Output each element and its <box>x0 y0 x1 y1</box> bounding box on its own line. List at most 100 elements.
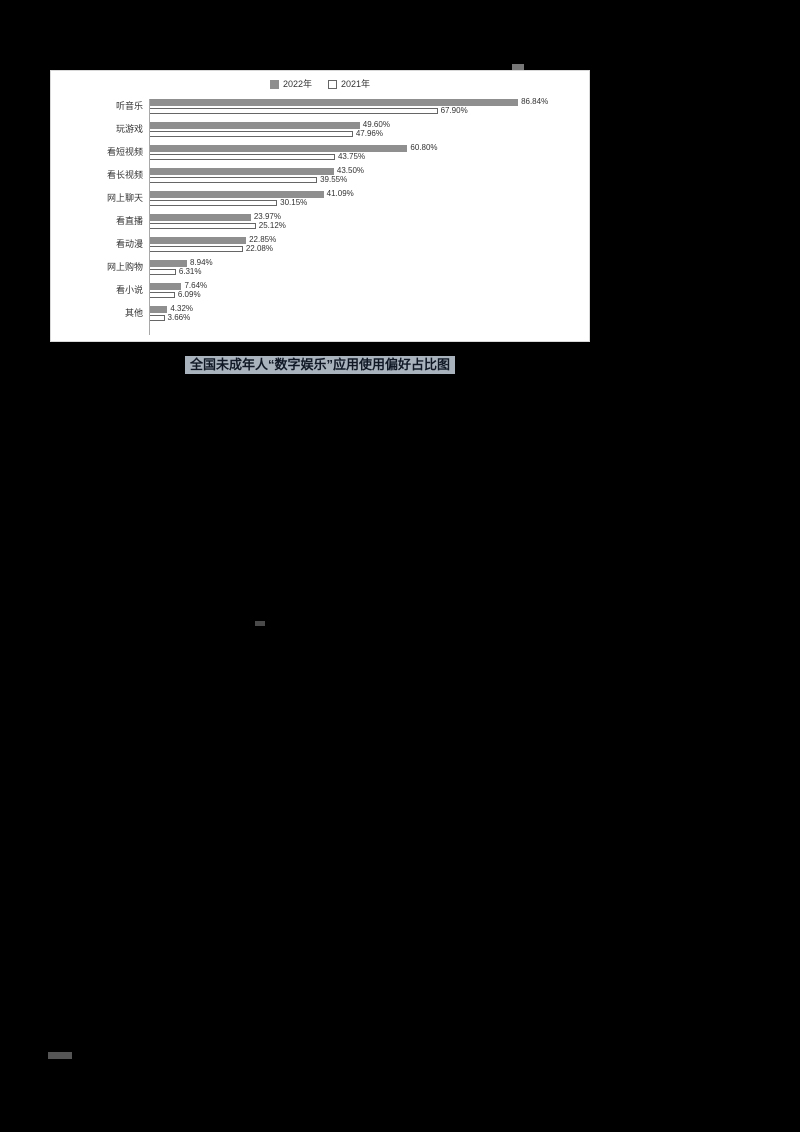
value-label: 86.84% <box>521 97 549 106</box>
category-bars: 22.85% 22.08% <box>149 235 579 254</box>
bar-2022年 <box>149 144 408 152</box>
value-label: 23.97% <box>253 212 281 221</box>
page-mark-center <box>255 621 265 626</box>
bar-line: 4.32% <box>149 305 579 313</box>
bar-line: 47.96% <box>149 130 579 138</box>
category-bars: 49.60% 47.96% <box>149 120 579 139</box>
legend-item-2021年: 2021年 <box>328 80 370 89</box>
legend-swatch-2022年 <box>269 80 279 89</box>
bar-2021年 <box>149 108 438 114</box>
bar-line: 41.09% <box>149 190 579 198</box>
category-label: 其他 <box>124 307 143 318</box>
bar-line: 8.94% <box>149 259 579 267</box>
category-label: 看动漫 <box>115 238 143 249</box>
chart-rows: 听音乐 86.84% 67.90% 玩游戏 49.60% 47.96% 看短视频 60.80%… <box>61 97 579 323</box>
category-label: 网上聊天 <box>106 192 143 203</box>
value-label: 67.90% <box>440 106 468 115</box>
bar-group: 看直播 23.97% 25.12% <box>61 212 579 231</box>
value-label: 4.32% <box>170 304 194 313</box>
legend-label: 2022年 <box>282 79 312 89</box>
category-label: 看长视频 <box>106 169 143 180</box>
category-bars: 23.97% 25.12% <box>149 212 579 231</box>
value-label: 43.75% <box>337 152 366 161</box>
category-bars: 86.84% 67.90% <box>149 97 579 116</box>
legend-item-2022年: 2022年 <box>269 79 312 89</box>
category-bars: 60.80% 43.75% <box>149 143 579 162</box>
value-label: 49.60% <box>362 120 390 129</box>
bar-group: 网上购物 8.94% 6.31% <box>61 258 579 277</box>
bar-line: 30.15% <box>149 199 579 207</box>
bar-group: 其他 4.32% 3.66% <box>61 304 579 323</box>
legend-label: 2021年 <box>341 79 371 89</box>
value-label: 3.66% <box>167 313 191 322</box>
bar-line: 3.66% <box>149 314 579 322</box>
bar-2022年 <box>149 236 247 244</box>
bar-2022年 <box>149 282 182 290</box>
bar-line: 43.50% <box>149 167 579 175</box>
value-label: 6.31% <box>178 267 202 276</box>
chart-legend: 2022年 2021年 <box>61 80 579 89</box>
y-axis-line <box>149 99 150 335</box>
category-label: 网上购物 <box>106 261 143 272</box>
bar-line: 60.80% <box>149 144 579 152</box>
category-bars: 4.32% 3.66% <box>149 304 579 323</box>
value-label: 47.96% <box>355 129 383 138</box>
bar-line: 7.64% <box>149 282 579 290</box>
bar-2022年 <box>149 213 251 221</box>
bar-2021年 <box>149 315 165 321</box>
bar-2022年 <box>149 259 187 267</box>
legend-swatch-2021年 <box>328 80 337 89</box>
value-label: 22.08% <box>245 244 273 253</box>
bar-2021年 <box>149 154 335 160</box>
bar-group: 看动漫 22.85% 22.08% <box>61 235 579 254</box>
category-label: 看短视频 <box>106 146 143 157</box>
value-label: 6.09% <box>177 290 201 299</box>
category-bars: 7.64% 6.09% <box>149 281 579 300</box>
value-label: 43.50% <box>336 166 365 175</box>
bar-line: 25.12% <box>149 222 579 230</box>
bar-group: 看长视频 43.50% 39.55% <box>61 166 579 185</box>
bar-line: 49.60% <box>149 121 579 129</box>
bar-line: 86.84% <box>149 98 579 106</box>
bar-2022年 <box>149 190 324 198</box>
chart-figure: 2022年 2021年 听音乐 86.84% 67.90% 玩游戏 49.60% 47.96… <box>50 70 590 342</box>
bar-2022年 <box>149 98 519 106</box>
bar-line: 22.85% <box>149 236 579 244</box>
value-label: 25.12% <box>258 221 286 230</box>
bar-2021年 <box>149 131 353 137</box>
bar-line: 39.55% <box>149 176 579 184</box>
figure-caption: 全国未成年人“数字娱乐”应用使用偏好占比图 <box>184 356 455 375</box>
bar-2022年 <box>149 121 360 129</box>
bar-group: 看短视频 60.80% 43.75% <box>61 143 579 162</box>
bar-line: 22.08% <box>149 245 579 253</box>
bar-line: 23.97% <box>149 213 579 221</box>
category-label: 玩游戏 <box>115 123 143 134</box>
value-label: 30.15% <box>280 198 308 207</box>
bar-line: 6.09% <box>149 291 579 299</box>
bar-line: 43.75% <box>149 153 579 161</box>
value-label: 7.64% <box>184 281 208 290</box>
bar-group: 听音乐 86.84% 67.90% <box>61 97 579 116</box>
value-label: 8.94% <box>189 258 213 267</box>
category-bars: 8.94% 6.31% <box>149 258 579 277</box>
bar-2021年 <box>149 269 176 275</box>
bar-line: 6.31% <box>149 268 579 276</box>
bar-group: 看小说 7.64% 6.09% <box>61 281 579 300</box>
value-label: 22.85% <box>249 235 277 244</box>
category-label: 听音乐 <box>115 100 143 111</box>
bar-2021年 <box>149 200 278 206</box>
bar-2022年 <box>149 167 334 175</box>
bar-2021年 <box>149 292 175 298</box>
bar-2022年 <box>149 305 168 313</box>
value-label: 60.80% <box>410 143 438 152</box>
figure-caption-wrap: 全国未成年人“数字娱乐”应用使用偏好占比图 <box>50 356 590 375</box>
page-footer-mark <box>48 1052 72 1059</box>
bar-2021年 <box>149 223 256 229</box>
bar-group: 网上聊天 41.09% 30.15% <box>61 189 579 208</box>
category-label: 看直播 <box>115 215 143 226</box>
category-bars: 43.50% 39.55% <box>149 166 579 185</box>
value-label: 41.09% <box>326 189 354 198</box>
value-label: 39.55% <box>320 175 348 184</box>
page-mark-top-right <box>512 64 524 70</box>
